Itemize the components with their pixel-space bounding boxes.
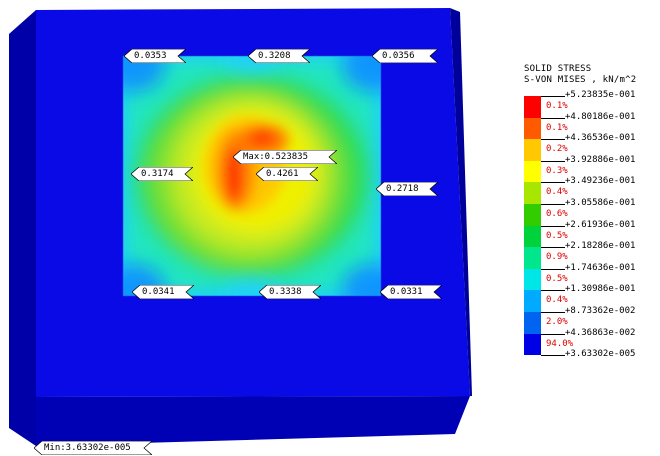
legend-band-percent: 2.0% xyxy=(546,317,568,327)
value-tag-bottom-center: 0.3338 xyxy=(259,285,321,299)
legend-color-swatch xyxy=(524,139,541,161)
legend-boundary-value: +2.18286e-001 xyxy=(565,241,636,252)
legend-boundary-value: +4.36536e-001 xyxy=(565,133,636,144)
legend-color-swatch xyxy=(524,268,541,291)
legend-tick-line xyxy=(541,312,565,313)
value-tag-bottom-left: 0.0341 xyxy=(132,285,194,299)
slab-left-face xyxy=(9,10,36,446)
legend-color-swatch xyxy=(524,160,541,183)
slab-front-face xyxy=(36,396,470,446)
legend-band-percent: 0.3% xyxy=(546,165,568,176)
legend-color-swatch xyxy=(524,204,541,226)
legend-band-percent: 0.6% xyxy=(546,209,568,219)
legend-boundary-value: +3.05586e-001 xyxy=(565,198,636,208)
legend-band-percent: 0.5% xyxy=(546,273,568,284)
value-tag-top-left: 0.0353 xyxy=(124,49,186,63)
legend-band-percent: 0.5% xyxy=(546,230,568,241)
legend-tick-line xyxy=(541,139,565,141)
legend-tick-line xyxy=(541,355,565,357)
value-tag-top-right: 0.0356 xyxy=(372,49,438,63)
legend-tick-line xyxy=(541,160,565,162)
legend-boundary-value: +8.73362e-002 xyxy=(565,306,636,316)
value-tag-mid-right: 0.2718 xyxy=(376,182,438,196)
legend-tick-line xyxy=(541,96,565,97)
min-value-tag: Min:3.63302e-005 xyxy=(34,441,152,455)
legend-boundary-value: +3.49236e-001 xyxy=(565,176,636,187)
legend-boundary-value: +1.30986e-001 xyxy=(565,284,636,295)
legend-band-percent: 0.1% xyxy=(546,122,568,133)
legend-boundary-value: +3.63302e-005 xyxy=(565,349,636,360)
legend-tick-line xyxy=(541,268,565,270)
legend-color-swatch xyxy=(524,117,541,140)
legend-boundary-value: +4.36863e-002 xyxy=(565,327,636,338)
legend-tick-line xyxy=(541,290,565,292)
stress-contour-panel xyxy=(123,56,381,296)
legend-tick-line xyxy=(541,333,565,335)
legend-tick-line xyxy=(541,247,565,249)
stress-legend: SOLID STRESS S-VON MISES , kN/m^2 +5.238… xyxy=(521,64,660,394)
legend-tick-line xyxy=(541,117,565,119)
legend-boundary-value: +3.92886e-001 xyxy=(565,154,636,165)
value-tag-center: 0.4261 xyxy=(256,167,318,181)
legend-band-percent: 0.4% xyxy=(546,187,568,198)
legend-color-swatch xyxy=(524,247,541,269)
legend-band-percent: 94.0% xyxy=(546,338,574,349)
legend-tick-line xyxy=(541,204,565,205)
legend-boundary-value: +5.23835e-001 xyxy=(565,90,636,100)
legend-color-swatch xyxy=(524,312,541,334)
value-tag-mid-left: 0.3174 xyxy=(131,167,193,181)
value-tag-top-center: 0.3208 xyxy=(248,49,310,63)
legend-color-swatch xyxy=(524,225,541,248)
legend-title: SOLID STRESS xyxy=(524,64,592,74)
legend-tick-line xyxy=(541,225,565,227)
legend-boundary-value: +4.80186e-001 xyxy=(565,111,636,122)
legend-band-percent: 0.2% xyxy=(546,144,568,155)
legend-tick-line xyxy=(541,182,565,184)
slab-right-face xyxy=(450,8,472,396)
value-tag-bottom-right: 0.0331 xyxy=(380,285,442,299)
legend-subtitle: S-VON MISES , kN/m^2 xyxy=(524,75,637,85)
legend-color-swatch xyxy=(524,290,541,312)
legend-color-swatch xyxy=(524,96,541,118)
legend-band-percent: 0.4% xyxy=(546,295,568,306)
max-value-tag: Max:0.523835 xyxy=(233,150,337,164)
legend-color-swatch xyxy=(524,182,541,204)
legend-color-swatch xyxy=(524,333,541,356)
legend-band-percent: 0.9% xyxy=(546,252,568,263)
legend-band-percent: 0.1% xyxy=(546,101,568,111)
legend-boundary-value: +1.74636e-001 xyxy=(565,262,636,273)
legend-boundary-value: +2.61936e-001 xyxy=(565,219,636,230)
